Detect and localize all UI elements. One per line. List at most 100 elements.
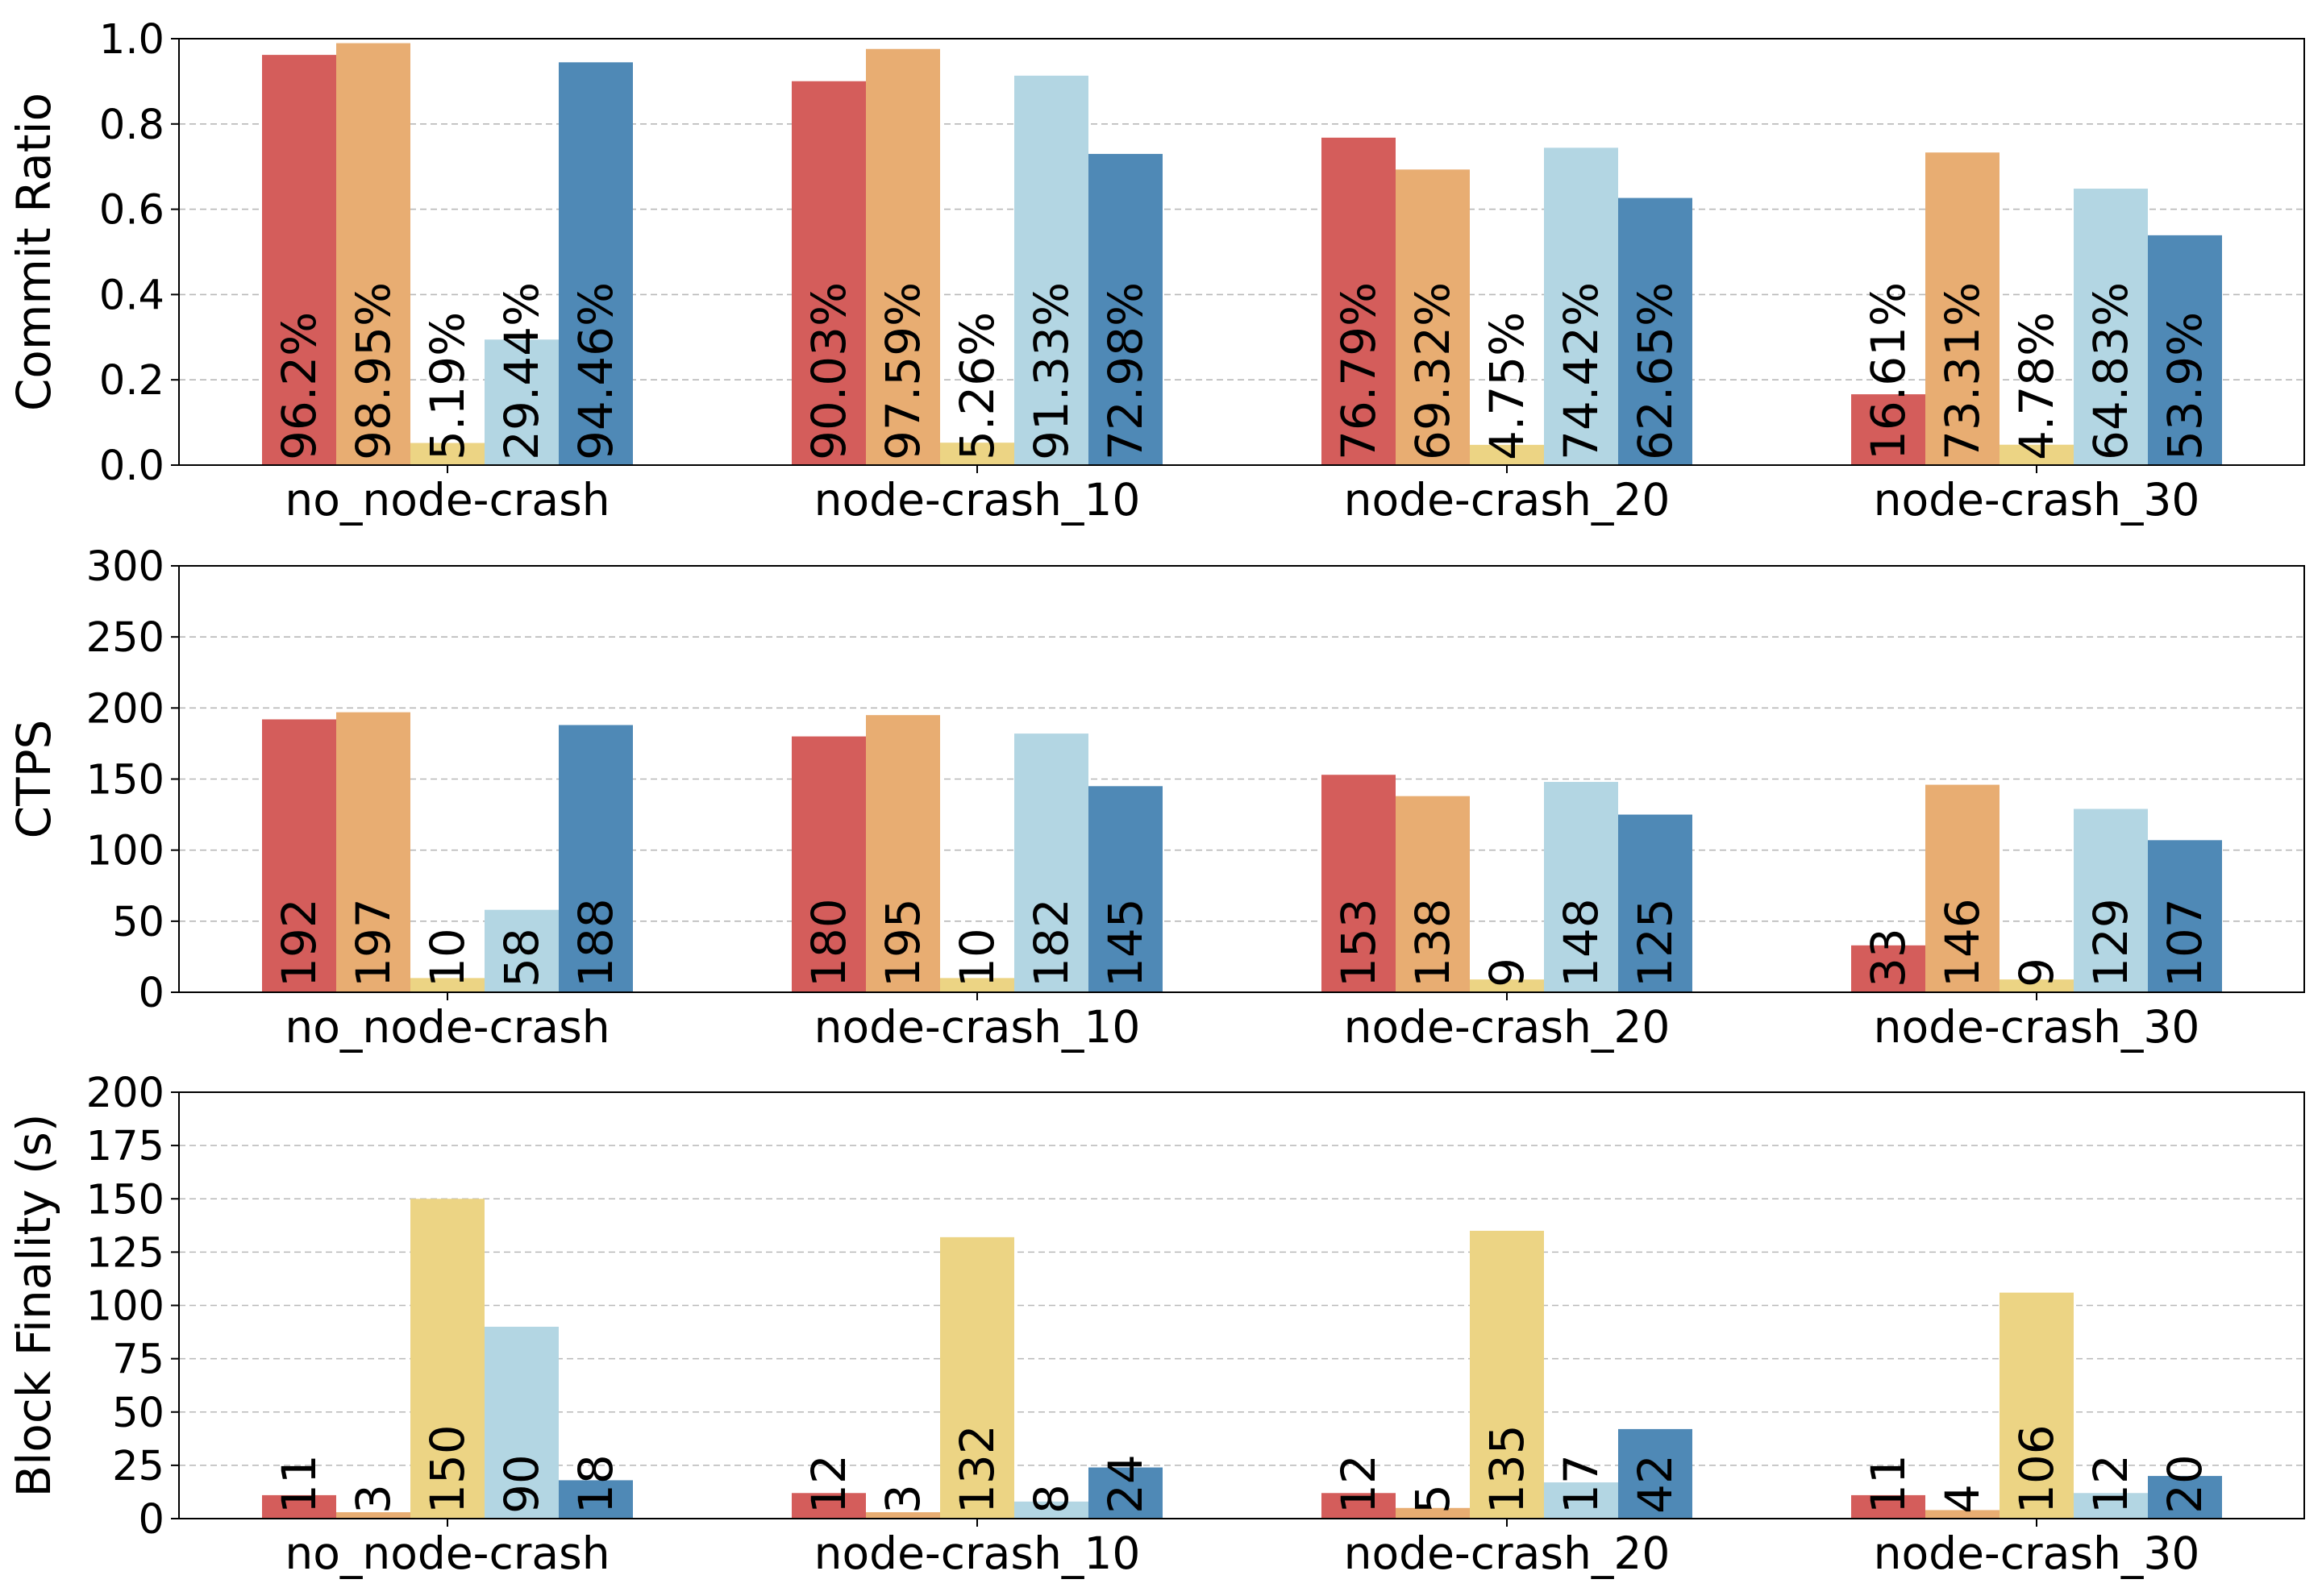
category-label: node-crash_10 xyxy=(814,1527,1141,1579)
bar-value-label: 97.59% xyxy=(876,282,930,460)
y-axis-title: CTPS xyxy=(6,720,61,839)
bar-value-label: 135 xyxy=(1479,1424,1534,1514)
bar-value-label: 17 xyxy=(1554,1454,1608,1514)
y-axis-title: Commit Ratio xyxy=(6,93,61,411)
y-tick-label: 250 xyxy=(86,614,164,662)
bar xyxy=(866,715,940,992)
bar-value-label: 3 xyxy=(876,1484,930,1514)
bar-value-label: 11 xyxy=(272,1454,327,1514)
bar-value-label: 11 xyxy=(1861,1454,1916,1514)
bar xyxy=(1618,197,1692,466)
y-tick-label: 0 xyxy=(139,1496,164,1544)
bar-value-label: 192 xyxy=(272,898,327,987)
bar xyxy=(1088,1467,1163,1519)
y-tick-label: 50 xyxy=(112,1390,164,1437)
bar-value-label: 91.33% xyxy=(1024,282,1079,460)
bar xyxy=(940,1236,1014,1519)
bar-value-label: 195 xyxy=(876,898,930,987)
bar-value-label: 12 xyxy=(801,1454,856,1514)
bar-value-label: 182 xyxy=(1024,898,1079,987)
bar xyxy=(1088,153,1163,466)
category-label: node-crash_10 xyxy=(814,1001,1141,1053)
bar-value-label: 58 xyxy=(494,928,549,987)
bar xyxy=(262,55,336,466)
bar-value-label: 188 xyxy=(568,898,623,987)
bar-value-label: 18 xyxy=(568,1454,623,1514)
bar xyxy=(1470,444,1544,465)
category-label: no_node-crash xyxy=(285,1527,610,1579)
bar xyxy=(485,339,559,465)
bar-value-label: 96.2% xyxy=(272,312,327,460)
y-tick-label: 1.0 xyxy=(99,16,164,64)
bar-value-label: 12 xyxy=(2083,1454,2138,1514)
bar-value-label: 20 xyxy=(2158,1454,2212,1514)
bar xyxy=(2000,444,2074,465)
bar-value-label: 42 xyxy=(1628,1454,1683,1514)
axes-frame xyxy=(178,38,2305,466)
bar xyxy=(262,1494,336,1519)
bar xyxy=(559,725,633,992)
bar xyxy=(940,443,1014,465)
bar xyxy=(792,736,866,992)
y-tick-label: 200 xyxy=(86,1070,164,1117)
bar xyxy=(1088,786,1163,992)
bar-value-label: 90.03% xyxy=(801,282,856,460)
bar-value-label: 9 xyxy=(2009,958,2064,987)
category-label: no_node-crash xyxy=(285,1001,610,1053)
bar xyxy=(485,1326,559,1519)
bar-value-label: 62.65% xyxy=(1628,282,1683,460)
bar-value-label: 53.9% xyxy=(2158,312,2212,460)
y-tick-label: 0.6 xyxy=(99,187,164,235)
bar-value-label: 107 xyxy=(2158,898,2212,987)
bar-value-label: 153 xyxy=(1331,898,1386,987)
bar xyxy=(1851,394,1925,465)
bar-value-label: 72.98% xyxy=(1098,282,1153,460)
bar xyxy=(1925,152,2000,465)
bar-value-label: 145 xyxy=(1098,898,1153,987)
bar xyxy=(2074,808,2148,992)
bar-value-label: 129 xyxy=(2083,898,2138,987)
bar xyxy=(940,978,1014,992)
y-tick-label: 25 xyxy=(112,1443,164,1490)
bar xyxy=(2148,1476,2222,1519)
bar-value-label: 180 xyxy=(801,898,856,987)
bar-value-label: 98.95% xyxy=(346,282,401,460)
bar-value-label: 24 xyxy=(1098,1454,1153,1514)
bar xyxy=(2148,840,2222,992)
bar-value-label: 148 xyxy=(1554,898,1608,987)
bar-value-label: 4.78% xyxy=(2009,312,2064,460)
y-tick-label: 200 xyxy=(86,685,164,733)
bar-value-label: 90 xyxy=(494,1454,549,1514)
bar xyxy=(1618,1428,1692,1519)
bar xyxy=(1925,784,2000,992)
bar-value-label: 5.19% xyxy=(420,312,475,460)
bar-value-label: 138 xyxy=(1405,898,1460,987)
y-tick-label: 300 xyxy=(86,543,164,591)
category-label: node-crash_30 xyxy=(1874,1001,2200,1053)
bar xyxy=(2000,1292,2074,1519)
y-tick-label: 75 xyxy=(112,1336,164,1384)
y-tick-label: 0.4 xyxy=(99,272,164,319)
y-tick-label: 125 xyxy=(86,1229,164,1277)
bar-value-label: 74.42% xyxy=(1554,282,1608,460)
bar-value-label: 3 xyxy=(346,1484,401,1514)
bar xyxy=(485,909,559,992)
bar-value-label: 69.32% xyxy=(1405,282,1460,460)
bar xyxy=(336,712,410,992)
bar xyxy=(1396,1507,1470,1519)
bar xyxy=(336,1512,410,1519)
bar xyxy=(2074,189,2148,465)
bar xyxy=(792,81,866,465)
bar-value-label: 106 xyxy=(2009,1424,2064,1514)
bar-value-label: 8 xyxy=(1024,1484,1079,1514)
category-label: no_node-crash xyxy=(285,474,610,526)
bar xyxy=(1014,734,1088,992)
bar xyxy=(336,43,410,465)
bar xyxy=(559,1480,633,1519)
bar-value-label: 197 xyxy=(346,898,401,987)
bar-value-label: 4.75% xyxy=(1479,312,1534,460)
bar xyxy=(1925,1510,2000,1519)
category-label: node-crash_20 xyxy=(1344,1001,1671,1053)
bar-value-label: 5 xyxy=(1405,1484,1460,1514)
